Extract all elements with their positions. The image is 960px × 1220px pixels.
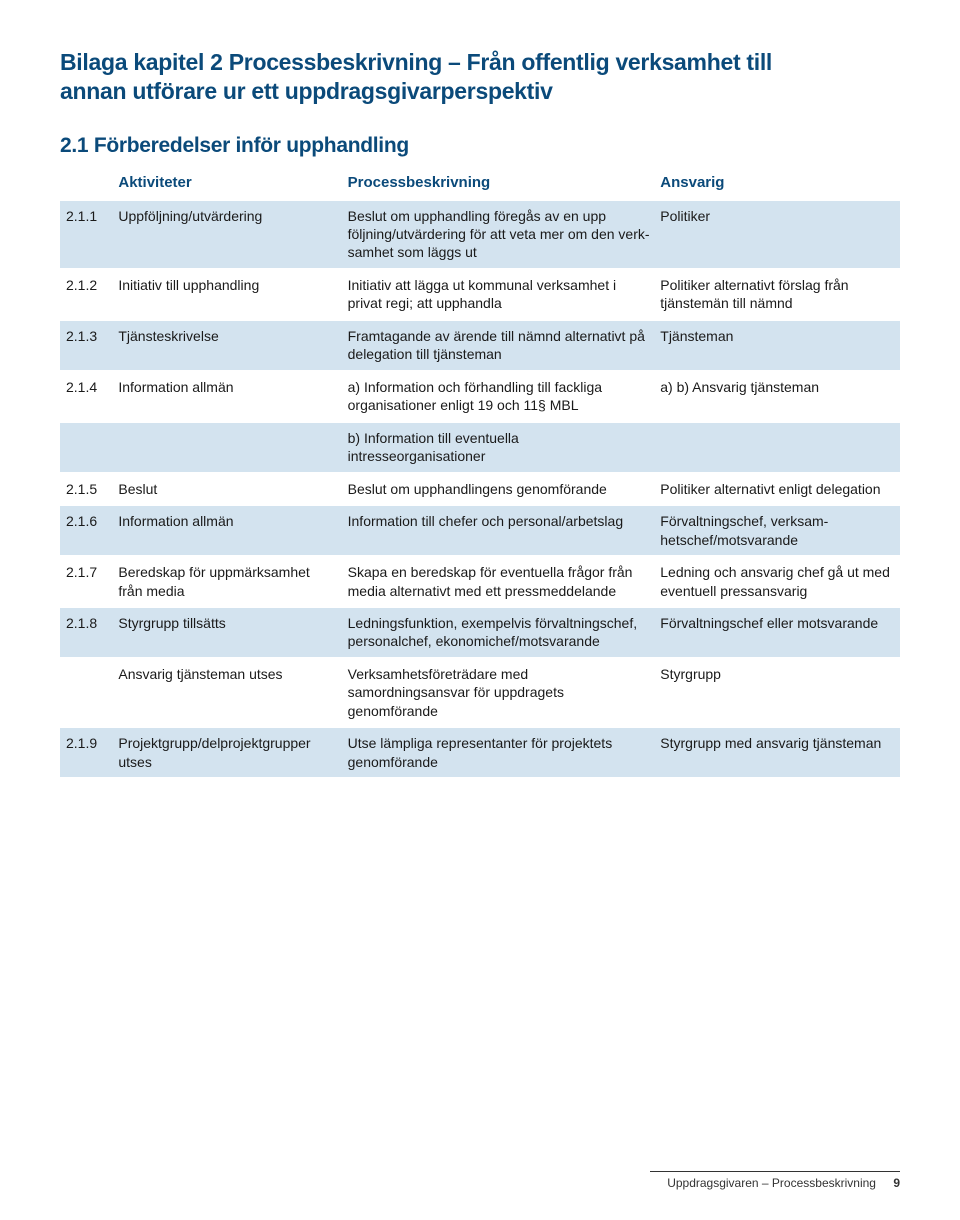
col-header-activities: Aktiviteter — [118, 174, 347, 199]
cell-responsible: Politiker alternativt förslag från tjäns… — [660, 270, 900, 319]
cell-responsible: Ledning och ansvarig chef gå ut med even… — [660, 557, 900, 606]
process-table: Aktiviteter Processbeskrivning Ansvarig … — [60, 172, 900, 780]
cell-responsible — [660, 423, 900, 472]
table-row: 2.1.6 Information allmän Information til… — [60, 506, 900, 555]
cell-responsible: Politiker — [660, 201, 900, 268]
cell-process: Beslut om upphandlingens genomförande — [348, 474, 661, 504]
title-line-1: Bilaga kapitel 2 Processbeskrivning – Fr… — [60, 49, 772, 75]
cell-process: Beslut om upphandling föregås av en upp … — [348, 201, 661, 268]
cell-activity: Tjänsteskrivelse — [118, 321, 347, 370]
table-row: b) Information till eventuella intresseo… — [60, 423, 900, 472]
table-header-row: Aktiviteter Processbeskrivning Ansvarig — [60, 174, 900, 199]
cell-num — [60, 423, 118, 472]
cell-responsible: Förvaltningschef eller motsvarande — [660, 608, 900, 657]
table-row: 2.1.3 Tjänsteskrivelse Framtagande av är… — [60, 321, 900, 370]
cell-activity: Ansvarig tjänsteman utses — [118, 659, 347, 726]
cell-responsible: Tjänsteman — [660, 321, 900, 370]
page-number: 9 — [893, 1176, 900, 1190]
cell-responsible: a) b) Ansvarig tjänsteman — [660, 372, 900, 421]
cell-num: 2.1.4 — [60, 372, 118, 421]
cell-num — [60, 659, 118, 726]
table-row: 2.1.4 Information allmän a) Information … — [60, 372, 900, 421]
cell-process: Utse lämpliga representanter för projekt… — [348, 728, 661, 777]
cell-responsible: Styrgrupp med ansvarig tjänsteman — [660, 728, 900, 777]
page-title: Bilaga kapitel 2 Processbeskrivning – Fr… — [60, 48, 900, 106]
cell-process: Ledningsfunktion, exempelvis förvaltning… — [348, 608, 661, 657]
cell-num: 2.1.6 — [60, 506, 118, 555]
cell-activity: Projektgrupp/delprojekt­grupper utses — [118, 728, 347, 777]
cell-process: Skapa en beredskap för eventu­ella frågo… — [348, 557, 661, 606]
table-body: 2.1.1 Uppföljning/utvärdering Beslut om … — [60, 201, 900, 778]
cell-num: 2.1.7 — [60, 557, 118, 606]
col-header-responsible: Ansvarig — [660, 174, 900, 199]
table-row: Ansvarig tjänsteman utses Verksamhetsför… — [60, 659, 900, 726]
cell-responsible: Förvaltningschef, verksam­hetschef/motsv… — [660, 506, 900, 555]
cell-num: 2.1.2 — [60, 270, 118, 319]
cell-activity: Styrgrupp tillsätts — [118, 608, 347, 657]
cell-num: 2.1.8 — [60, 608, 118, 657]
cell-activity: Beslut — [118, 474, 347, 504]
cell-activity: Information allmän — [118, 372, 347, 421]
footer-text: Uppdragsgivaren – Processbeskrivning — [667, 1176, 876, 1190]
cell-process: Information till chefer och personal/arb… — [348, 506, 661, 555]
cell-process: Initiativ att lägga ut kommunal verksamh… — [348, 270, 661, 319]
cell-process: Verksamhetsföreträdare med samordningsan… — [348, 659, 661, 726]
table-row: 2.1.9 Projektgrupp/delprojekt­grupper ut… — [60, 728, 900, 777]
cell-num: 2.1.5 — [60, 474, 118, 504]
cell-responsible: Styrgrupp — [660, 659, 900, 726]
col-header-process: Processbeskrivning — [348, 174, 661, 199]
table-row: 2.1.5 Beslut Beslut om upphandlingens ge… — [60, 474, 900, 504]
page-footer: Uppdragsgivaren – Processbeskrivning 9 — [650, 1171, 900, 1190]
table-row: 2.1.7 Beredskap för upp­märksamhet från … — [60, 557, 900, 606]
cell-process: b) Information till eventuella intresseo… — [348, 423, 661, 472]
cell-num: 2.1.3 — [60, 321, 118, 370]
title-line-2: annan utförare ur ett uppdragsgivarpersp… — [60, 78, 553, 104]
table-row: 2.1.8 Styrgrupp tillsätts Ledningsfunkti… — [60, 608, 900, 657]
cell-num: 2.1.1 — [60, 201, 118, 268]
cell-responsible: Politiker alternativt enligt delegation — [660, 474, 900, 504]
cell-activity — [118, 423, 347, 472]
cell-activity: Uppföljning/utvärdering — [118, 201, 347, 268]
cell-activity: Initiativ till upphandling — [118, 270, 347, 319]
cell-process: Framtagande av ärende till nämnd alterna… — [348, 321, 661, 370]
table-row: 2.1.1 Uppföljning/utvärdering Beslut om … — [60, 201, 900, 268]
cell-process: a) Information och förhandling till fack… — [348, 372, 661, 421]
cell-num: 2.1.9 — [60, 728, 118, 777]
section-heading: 2.1 Förberedelser inför upphandling — [60, 134, 900, 158]
cell-activity: Beredskap för upp­märksamhet från media — [118, 557, 347, 606]
table-row: 2.1.2 Initiativ till upphandling Initiat… — [60, 270, 900, 319]
cell-activity: Information allmän — [118, 506, 347, 555]
col-header-num — [60, 174, 118, 199]
